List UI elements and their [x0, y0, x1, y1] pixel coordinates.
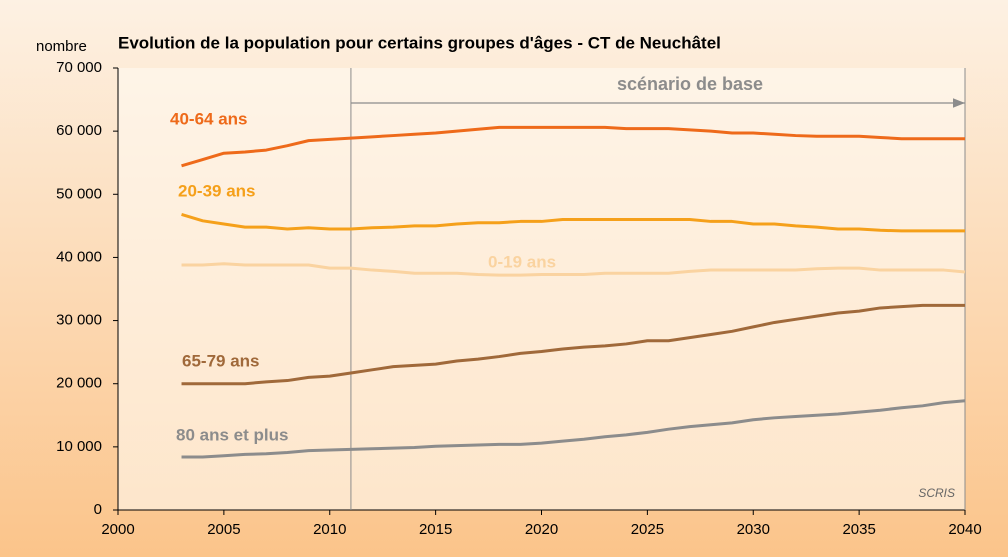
series-label: 80 ans et plus: [176, 425, 288, 444]
plot-area: [118, 68, 965, 510]
series-line: [181, 125, 965, 168]
y-tick-label: 20 000: [56, 375, 102, 392]
x-tick-label: 2035: [842, 521, 875, 538]
annotation: scénario de base: [617, 74, 763, 94]
series-line: [181, 399, 966, 459]
y-tick-label: 0: [94, 501, 102, 518]
y-tick-label: 40 000: [56, 248, 102, 265]
x-tick-label: 2010: [313, 521, 346, 538]
x-tick-label: 2015: [419, 521, 452, 538]
x-tick-label: 2030: [737, 521, 770, 538]
x-tick-label: 2000: [101, 521, 134, 538]
source: SCRIS: [918, 486, 955, 500]
x-tick-label: 2025: [631, 521, 664, 538]
y-axis-label: nombre: [36, 38, 87, 55]
series-label: 20-39 ans: [178, 181, 256, 200]
x-tick-label: 2040: [948, 521, 981, 538]
y-tick-label: 10 000: [56, 438, 102, 455]
x-tick-label: 2020: [525, 521, 558, 538]
y-tick-label: 50 000: [56, 185, 102, 202]
series-line: [181, 213, 965, 233]
y-tick-label: 30 000: [56, 312, 102, 329]
series-line: [181, 262, 966, 277]
x-tick-label: 2005: [207, 521, 240, 538]
y-tick-label: 60 000: [56, 122, 102, 139]
chart-title: Evolution de la population pour certains…: [118, 33, 721, 52]
series-label: 0-19 ans: [488, 252, 556, 271]
series-label: 40-64 ans: [170, 109, 248, 128]
series-line: [181, 303, 965, 386]
y-tick-label: 70 000: [56, 59, 102, 76]
series-label: 65-79 ans: [182, 351, 260, 370]
